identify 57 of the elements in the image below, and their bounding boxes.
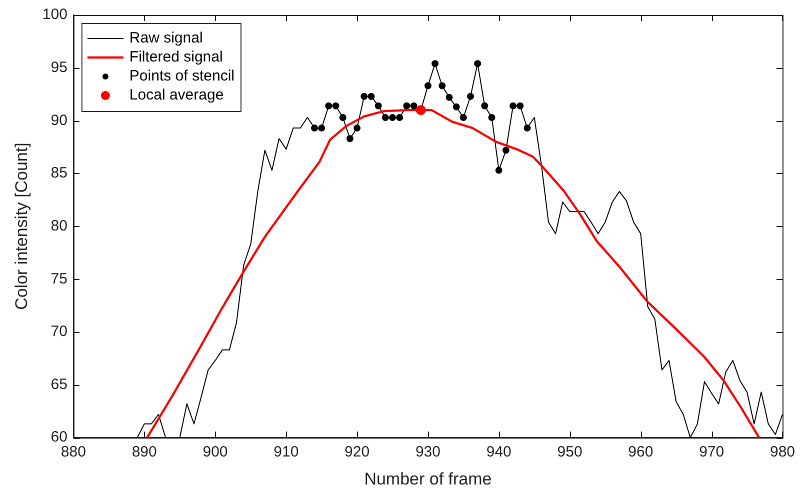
x-tick-label: 920: [344, 444, 370, 461]
point: [311, 124, 318, 132]
point: [446, 94, 453, 101]
point: [360, 92, 368, 100]
point: [474, 60, 482, 68]
point: [438, 82, 446, 90]
x-tick-label: 930: [415, 444, 440, 461]
point: [396, 114, 404, 121]
point: [510, 102, 517, 110]
y-tick-label: 65: [50, 376, 68, 393]
x-tick-label: 900: [202, 444, 228, 461]
x-axis-title: Number of frame: [364, 469, 492, 488]
y-tick-label: 70: [50, 323, 68, 340]
point: [382, 114, 389, 121]
x-tick-label: 880: [60, 444, 86, 461]
y-tick-label: 60: [50, 428, 68, 446]
point: [403, 102, 410, 110]
point: [410, 102, 418, 110]
y-tick-label: 80: [50, 217, 68, 234]
point: [524, 124, 531, 132]
y-tick-label: 100: [42, 6, 68, 24]
point: [325, 102, 332, 110]
point: [374, 102, 382, 110]
point: [460, 114, 467, 121]
y-tick-label: 90: [50, 112, 68, 129]
legend-label: Raw signal: [129, 30, 203, 47]
point: [339, 114, 346, 121]
point: [318, 124, 326, 132]
point: [502, 146, 510, 154]
x-tick-label: 960: [628, 444, 654, 461]
y-tick-label: 75: [50, 270, 68, 288]
point: [368, 92, 375, 100]
y-axis-title: Color intensity [Count]: [12, 142, 31, 310]
point: [488, 114, 496, 121]
legend-label: Points of stencil: [129, 68, 234, 85]
point: [416, 105, 426, 116]
point: [432, 60, 439, 68]
x-tick-label: 890: [132, 444, 157, 461]
y-tick-label: 95: [50, 58, 68, 76]
point: [424, 82, 432, 90]
x-tick-label: 970: [699, 444, 724, 461]
point: [452, 103, 460, 110]
point: [354, 124, 361, 132]
x-tick-label: 910: [274, 444, 299, 461]
point: [389, 114, 396, 121]
legend-label: Local average: [129, 86, 224, 104]
y-tick-label: 85: [50, 164, 68, 182]
x-tick-label: 950: [557, 444, 582, 461]
point: [346, 135, 354, 142]
point: [332, 102, 340, 110]
legend-label: Filtered signal: [129, 48, 223, 66]
point: [481, 102, 488, 110]
x-tick-label: 980: [770, 444, 795, 461]
x-tick-label: 940: [486, 444, 512, 461]
point: [467, 92, 474, 100]
point: [495, 166, 502, 174]
point: [516, 102, 524, 110]
